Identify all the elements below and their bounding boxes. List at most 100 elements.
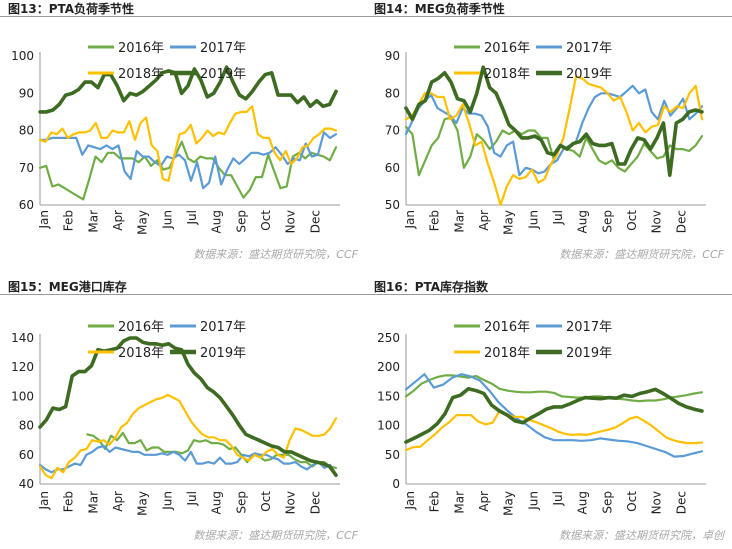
x-tick-label: Jan (37, 210, 51, 230)
x-tick-label: Aug (210, 491, 224, 514)
source-note: 数据来源：盛达期货研究院，CCF (559, 248, 724, 261)
x-tick-label: Sep (600, 491, 614, 514)
y-tick-label: 200 (377, 360, 400, 374)
legend-label: 2019年 (200, 346, 246, 361)
x-tick-label: Dec (308, 210, 322, 233)
legend-label: 2016年 (484, 320, 530, 335)
y-tick-label: 120 (11, 360, 34, 374)
series-line-2019年 (404, 387, 704, 444)
y-tick-label: 90 (19, 86, 34, 100)
x-tick-label: Jul (185, 491, 199, 506)
x-tick-label: Dec (674, 491, 688, 514)
x-tick-label: Jun (160, 491, 174, 511)
y-tick-label: 250 (377, 331, 400, 345)
title-divider (366, 16, 732, 17)
series-line-2017年 (38, 444, 338, 477)
y-tick-label: 100 (377, 419, 400, 433)
x-tick-label: Jun (526, 491, 540, 511)
x-tick-label: Jun (160, 210, 174, 230)
y-tick-label: 80 (385, 86, 400, 100)
x-tick-label: Apr (111, 491, 125, 512)
legend-label: 2018年 (118, 346, 164, 361)
x-tick-label: May (136, 210, 150, 235)
source-note: 数据来源：盛达期货研究院，卓创 (559, 529, 724, 542)
legend-label: 2019年 (566, 67, 612, 82)
y-tick-label: 140 (11, 331, 34, 345)
series-line-2016年 (38, 140, 338, 201)
chart-plot: 50 60 70 80 90 Jan Feb Mar Apr May Jun Jul Aug Sep Oct… (385, 41, 706, 235)
series-line-2019年 (38, 336, 338, 477)
x-tick-label: May (502, 210, 516, 235)
y-tick-label: 100 (11, 389, 34, 403)
x-tick-label: Feb (428, 491, 442, 512)
source-note: 数据来源：盛达期货研究院，CCF (193, 529, 358, 542)
x-tick-label: Dec (308, 491, 322, 514)
title-divider (0, 16, 366, 17)
legend-label: 2017年 (200, 320, 246, 335)
series-line-2016年 (86, 431, 338, 469)
x-tick-label: Apr (111, 210, 125, 231)
x-tick-label: Aug (576, 210, 590, 233)
legend-label: 2018年 (118, 67, 164, 82)
series-line-2018年 (404, 75, 704, 207)
y-tick-label: 70 (19, 161, 34, 175)
x-tick-label: Oct (625, 491, 639, 512)
y-tick-label: 0 (392, 477, 400, 491)
legend-label: 2018年 (484, 346, 530, 361)
x-tick-label: Sep (600, 210, 614, 233)
x-tick-label: Feb (428, 210, 442, 231)
x-tick-label: Mar (86, 491, 100, 514)
x-tick-label: Feb (62, 210, 76, 231)
legend-label: 2016年 (484, 41, 530, 56)
series-line-2017年 (404, 373, 704, 458)
chart-panel-meg-port-inventory: 图15：MEG港口库存 40 60 80 100 120 140 Jan Feb Mar Apr M… (0, 278, 366, 549)
legend-label: 2016年 (118, 320, 164, 335)
series-line-2018年 (404, 409, 704, 452)
x-tick-label: Jul (185, 210, 199, 225)
x-tick-label: Aug (210, 210, 224, 233)
y-tick-label: 90 (385, 49, 400, 63)
x-tick-label: Oct (625, 210, 639, 231)
x-tick-label: Apr (477, 491, 491, 512)
x-tick-label: Jan (37, 491, 51, 511)
x-tick-label: Nov (284, 210, 298, 233)
x-tick-label: Jan (403, 491, 417, 511)
x-tick-label: Jan (403, 210, 417, 230)
series-line-2017年 (38, 131, 338, 190)
legend-label: 2017年 (200, 41, 246, 56)
x-tick-label: Sep (234, 210, 248, 233)
y-tick-label: 50 (385, 198, 400, 212)
legend-label: 2017年 (566, 41, 612, 56)
title-divider (366, 294, 732, 295)
source-note: 数据来源：盛达期货研究院，CCF (193, 248, 358, 261)
y-tick-label: 80 (19, 419, 34, 433)
x-tick-label: Sep (234, 491, 248, 514)
chart-panel-pta-load: 图13：PTA负荷季节性 60 70 80 90 100 Jan Feb Mar Apr May J… (0, 0, 366, 274)
legend-label: 2018年 (484, 67, 530, 82)
x-tick-label: May (136, 491, 150, 516)
y-tick-label: 80 (19, 124, 34, 138)
x-tick-label: Oct (259, 491, 273, 512)
legend-label: 2017年 (566, 320, 612, 335)
chart-title: 图15：MEG港口库存 (8, 280, 127, 294)
legend-label: 2019年 (566, 346, 612, 361)
x-tick-label: Jul (551, 491, 565, 506)
legend-label: 2016年 (118, 41, 164, 56)
x-tick-label: Mar (452, 210, 466, 233)
y-tick-label: 150 (377, 389, 400, 403)
chart-plot: 40 60 80 100 120 140 Jan Feb Mar Apr May Jun Jul Aug S… (11, 320, 340, 516)
x-tick-label: Jun (526, 210, 540, 230)
chart-plot: 0 50 100 150 200 250 Jan Feb Mar Apr May Jun Jul Aug S… (377, 320, 706, 516)
chart-title: 图14：MEG负荷季节性 (374, 2, 505, 16)
y-tick-label: 40 (19, 477, 34, 491)
x-tick-label: May (502, 491, 516, 516)
x-tick-label: Mar (86, 210, 100, 233)
series-line-2018年 (38, 393, 338, 480)
chart-title: 图13：PTA负荷季节性 (8, 2, 135, 16)
chart-title: 图16：PTA库存指数 (374, 280, 489, 294)
y-tick-label: 100 (11, 49, 34, 63)
x-tick-label: Nov (650, 210, 664, 233)
series-line-2019年 (404, 65, 704, 177)
x-tick-label: Apr (477, 210, 491, 231)
x-tick-label: Jul (551, 210, 565, 225)
